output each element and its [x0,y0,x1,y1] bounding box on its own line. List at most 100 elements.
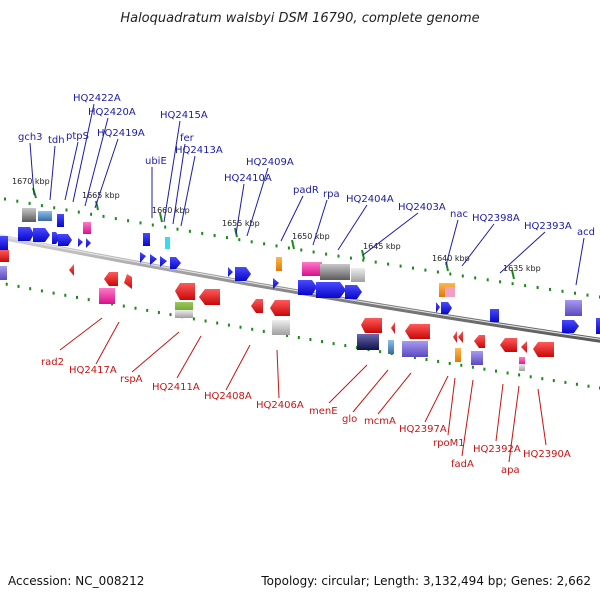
gene-arrow[interactable] [175,283,195,300]
gene-block[interactable] [357,334,379,350]
gene-label[interactable]: fer [180,133,195,144]
gene-arrow[interactable] [150,254,157,265]
gene-block[interactable] [143,233,150,246]
gene-arrow[interactable] [78,238,83,247]
gene-block[interactable] [276,257,282,271]
gene-arrow[interactable] [58,234,72,246]
gene-block[interactable] [445,287,455,297]
scale-dot [349,256,352,260]
gene-label[interactable]: gch3 [18,132,43,143]
gene-arrow[interactable] [298,280,317,295]
gene-label[interactable]: HQ2409A [246,157,294,168]
gene-label[interactable]: HQ2419A [97,128,145,139]
gene-label[interactable]: HQ2404A [346,194,394,205]
gene-label[interactable]: nac [450,209,468,220]
gene-arrow[interactable] [474,335,485,348]
gene-block[interactable] [83,222,91,234]
gene-arrow[interactable] [405,324,430,339]
gene-label[interactable]: ubiE [145,156,167,167]
gene-block[interactable] [99,288,115,304]
gene-label[interactable]: glo [342,414,357,425]
gene-arrow[interactable] [453,331,457,343]
gene-arrow[interactable] [170,257,181,269]
gene-label[interactable]: rad2 [41,357,64,368]
gene-block[interactable] [0,266,7,280]
gene-label[interactable]: HQ2422A [73,93,121,104]
gene-label[interactable]: menE [309,406,338,417]
gene-label[interactable]: ptpS [66,131,89,142]
gene-label[interactable]: HQ2411A [152,382,200,393]
gene-block[interactable] [22,208,36,222]
gene-arrow[interactable] [160,256,167,267]
gene-block[interactable] [402,341,428,357]
gene-block[interactable] [175,310,193,318]
gene-block[interactable] [57,214,64,227]
gene-arrow[interactable] [124,274,132,289]
gene-block[interactable] [471,351,483,365]
gene-label[interactable]: mcmA [364,416,396,427]
gene-arrow[interactable] [104,272,118,286]
gene-arrow[interactable] [436,302,440,313]
gene-arrow[interactable] [316,282,346,298]
gene-block[interactable] [272,320,290,335]
gene-arrow[interactable] [199,289,220,305]
gene-arrow[interactable] [562,320,579,333]
gene-block[interactable] [519,364,525,371]
leader-line [447,377,456,436]
gene-label[interactable]: HQ2413A [175,145,223,156]
gene-block[interactable] [0,250,9,262]
gene-label[interactable]: rpa [323,189,340,200]
gene-arrow[interactable] [345,285,362,299]
gene-label[interactable]: rspA [120,374,143,385]
gene-block[interactable] [302,262,322,276]
gene-block[interactable] [490,309,499,322]
gene-label[interactable]: HQ2398A [472,213,520,224]
gene-arrow[interactable] [273,278,279,289]
gene-arrow[interactable] [391,322,395,334]
gene-label[interactable]: HQ2415A [160,110,208,121]
gene-block[interactable] [351,268,365,282]
gene-arrow[interactable] [33,228,50,242]
gene-arrow[interactable] [235,267,251,281]
gene-arrow[interactable] [533,342,554,357]
gene-label[interactable]: HQ2403A [398,202,446,213]
gene-block[interactable] [320,264,350,280]
scale-dot [511,282,514,286]
gene-arrow[interactable] [361,318,382,333]
gene-block[interactable] [519,357,525,365]
gene-arrow[interactable] [228,267,233,277]
gene-block[interactable] [388,340,394,354]
gene-label[interactable]: HQ2397A [399,424,447,435]
gene-arrow[interactable] [270,300,290,316]
gene-arrow[interactable] [441,302,452,314]
scale-dot [586,293,589,297]
gene-arrow[interactable] [69,264,74,276]
gene-label[interactable]: padR [293,185,319,196]
gene-label[interactable]: HQ2406A [256,400,304,411]
gene-arrow[interactable] [18,227,34,241]
gene-label[interactable]: HQ2417A [69,365,117,376]
gene-arrow[interactable] [500,338,517,352]
gene-label[interactable]: HQ2410A [224,173,272,184]
gene-block[interactable] [565,300,582,316]
gene-arrow[interactable] [251,299,263,313]
gene-label[interactable]: tdh [48,135,65,146]
gene-label[interactable]: HQ2392A [473,444,521,455]
gene-arrow[interactable] [86,238,91,248]
gene-block[interactable] [0,236,8,250]
gene-label[interactable]: HQ2420A [88,107,136,118]
gene-block[interactable] [455,348,461,362]
gene-label[interactable]: HQ2408A [204,391,252,402]
gene-label[interactable]: acd [577,227,595,238]
gene-block[interactable] [165,237,170,249]
gene-label[interactable]: fadA [451,459,474,470]
gene-label[interactable]: rpoM1 [433,438,465,449]
gene-arrow[interactable] [521,341,527,353]
gene-arrow[interactable] [458,331,463,343]
gene-arrow[interactable] [140,252,146,263]
gene-label[interactable]: apa [501,465,520,476]
gene-block[interactable] [38,211,52,221]
gene-label[interactable]: HQ2390A [523,449,571,460]
gene-label[interactable]: HQ2393A [524,221,572,232]
gene-block[interactable] [596,318,600,334]
